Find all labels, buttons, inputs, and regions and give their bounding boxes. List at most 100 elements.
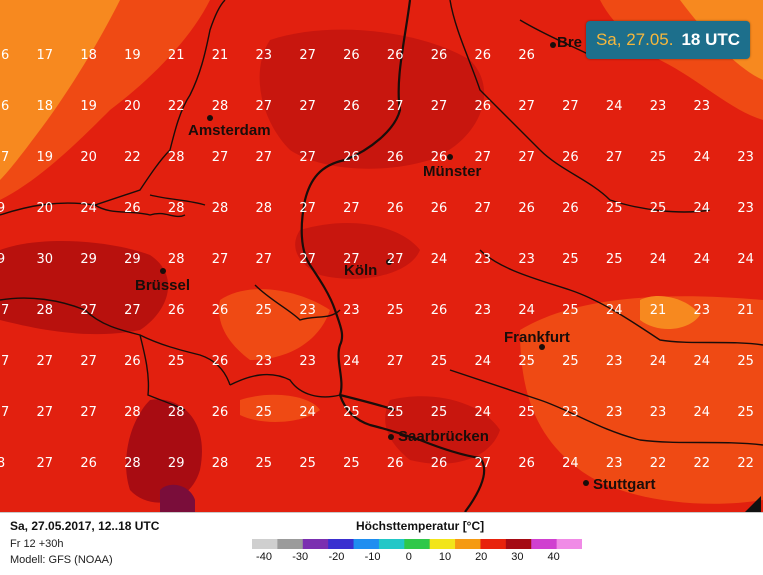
city-marker-stuttgart xyxy=(583,480,589,486)
legend-tick-label: -10 xyxy=(364,551,381,563)
temperature-value: 26 xyxy=(124,354,141,369)
temperature-value: 28 xyxy=(212,201,229,216)
temperature-value: 23 xyxy=(737,201,754,216)
temperature-value: 24 xyxy=(694,252,711,267)
city-marker-saarbruecken xyxy=(388,434,394,440)
temperature-value: 23 xyxy=(650,405,667,420)
city-labels: Amsterdam Münster Brüssel Köln Frankfurt… xyxy=(135,34,656,493)
city-label-amsterdam[interactable]: Amsterdam xyxy=(188,122,271,139)
temperature-value: 20 xyxy=(80,150,97,165)
legend-tick-label: -40 xyxy=(256,551,272,563)
temperature-value: 25 xyxy=(562,303,579,318)
temperature-value: 26 xyxy=(212,405,229,420)
legend-color-segment xyxy=(353,539,380,549)
temperature-value: 27 xyxy=(37,405,54,420)
legend-color-segment xyxy=(455,539,481,549)
temperature-value: 28 xyxy=(256,201,273,216)
temperature-value: 23 xyxy=(299,354,316,369)
legend-color-segment xyxy=(378,539,405,549)
legend-color-segment xyxy=(404,539,431,549)
city-label-bruessel[interactable]: Brüssel xyxy=(135,277,190,294)
legend-tick-label: 20 xyxy=(475,551,488,563)
weather-map[interactable]: 16 17 18 19 21 21 23 27 26 26 26 26 26 16 18 19 20 22 28 27… xyxy=(0,0,763,512)
temperature-value: 24 xyxy=(475,405,492,420)
temperature-value: 24 xyxy=(606,99,623,114)
temperature-value: 26 xyxy=(387,150,404,165)
legend-color-segment xyxy=(531,539,558,549)
temperature-value: 28 xyxy=(168,405,185,420)
temperature-value: 27 xyxy=(562,99,579,114)
temperature-value: 21 xyxy=(168,48,185,63)
temperature-value: 27 xyxy=(518,150,535,165)
expand-corner-icon[interactable] xyxy=(745,496,761,512)
temperature-value: 25 xyxy=(518,354,535,369)
temperature-value: 26 xyxy=(431,201,448,216)
temperature-value: 25 xyxy=(737,405,754,420)
city-label-frankfurt[interactable]: Frankfurt xyxy=(504,329,570,346)
city-label-bremen[interactable]: Bre xyxy=(557,34,582,51)
temperature-value: 27 xyxy=(80,303,97,318)
legend-color-segment xyxy=(480,539,507,549)
temperature-value: 27 xyxy=(37,456,54,471)
temperature-value: 26 xyxy=(518,48,535,63)
temperature-value: 26 xyxy=(212,354,229,369)
forecast-time-badge: Sa, 27.05. 18 UTC xyxy=(586,21,750,59)
temperature-value: 27 xyxy=(0,405,9,420)
temperature-value: 9 xyxy=(0,201,5,216)
temperature-value: 16 xyxy=(0,99,9,114)
temperature-value: 21 xyxy=(212,48,229,63)
temperature-value: 26 xyxy=(80,456,97,471)
temperature-value: 28 xyxy=(37,303,54,318)
legend-color-segment xyxy=(328,539,355,549)
temperature-value: 27 xyxy=(475,456,492,471)
temperature-value: 28 xyxy=(124,405,141,420)
temperature-value: 25 xyxy=(650,201,667,216)
temperature-value: 26 xyxy=(343,99,360,114)
temperature-value: 22 xyxy=(737,456,754,471)
temperature-value: 26 xyxy=(431,303,448,318)
temperature-value: 25 xyxy=(431,354,448,369)
temperature-value: 19 xyxy=(37,150,54,165)
temperature-value: 27 xyxy=(124,303,141,318)
temperature-value: 26 xyxy=(562,201,579,216)
temperature-value: 29 xyxy=(168,456,185,471)
temperature-value: 30 xyxy=(37,252,54,267)
temperature-value: 25 xyxy=(518,405,535,420)
temperature-grid: 16 17 18 19 21 21 23 27 26 26 26 26 26 16 18 19 20 22 28 27… xyxy=(0,48,754,471)
city-label-stuttgart[interactable]: Stuttgart xyxy=(593,476,656,493)
temperature-value: 8 xyxy=(0,456,5,471)
temperature-value: 9 xyxy=(0,252,5,267)
temperature-value: 26 xyxy=(387,48,404,63)
temperature-value: 25 xyxy=(562,252,579,267)
temperature-value: 26 xyxy=(475,99,492,114)
temperature-value: 25 xyxy=(387,303,404,318)
temperature-value: 26 xyxy=(431,456,448,471)
temperature-value: 27 xyxy=(299,99,316,114)
temperature-value: 27 xyxy=(256,150,273,165)
temperature-value: 23 xyxy=(694,303,711,318)
legend-tick-label: 0 xyxy=(405,551,412,563)
temperature-value: 26 xyxy=(431,150,448,165)
temperature-value: 26 xyxy=(387,201,404,216)
temperature-value: 27 xyxy=(387,354,404,369)
city-marker-frankfurt xyxy=(539,344,545,350)
temperature-value: 26 xyxy=(431,48,448,63)
temperature-value: 17 xyxy=(37,48,54,63)
temperature-value: 24 xyxy=(80,201,97,216)
temperature-value: 24 xyxy=(562,456,579,471)
temperature-value: 25 xyxy=(343,456,360,471)
color-scale-bar xyxy=(252,539,582,549)
temperature-value: 18 xyxy=(80,48,97,63)
temperature-value: 28 xyxy=(212,99,229,114)
legend-tick-label: -30 xyxy=(292,551,309,563)
temperature-value: 25 xyxy=(256,405,273,420)
temperature-value: 26 xyxy=(518,201,535,216)
temperature-value: 26 xyxy=(343,48,360,63)
city-label-saarbruecken[interactable]: Saarbrücken xyxy=(398,428,489,445)
city-label-koeln[interactable]: Köln xyxy=(344,262,377,279)
legend-color-segment xyxy=(302,539,329,549)
legend-color-segment xyxy=(556,539,582,549)
temperature-value: 27 xyxy=(256,252,273,267)
temperature-value: 24 xyxy=(606,303,623,318)
city-label-muenster[interactable]: Münster xyxy=(423,163,482,180)
